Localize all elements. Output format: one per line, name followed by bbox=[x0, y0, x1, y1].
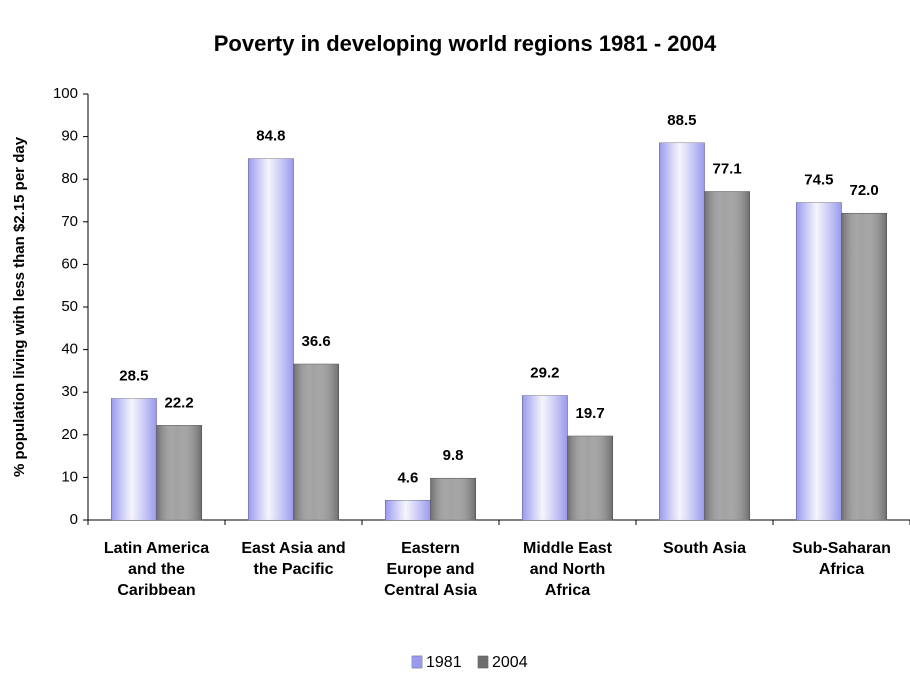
data-label: 9.8 bbox=[443, 447, 464, 464]
data-label: 77.1 bbox=[713, 161, 742, 178]
y-tick-label: 50 bbox=[61, 298, 78, 315]
data-label: 19.7 bbox=[576, 405, 605, 422]
x-tick-label: South Asia bbox=[663, 540, 746, 557]
bar bbox=[795, 202, 842, 521]
x-tick-label: Sub-Saharan Africa bbox=[792, 540, 891, 578]
data-label: 28.5 bbox=[119, 368, 148, 385]
legend-label: 1981 bbox=[426, 654, 462, 671]
y-tick-label: 70 bbox=[61, 213, 78, 230]
bar bbox=[704, 191, 751, 521]
bar bbox=[841, 212, 888, 521]
data-label: 22.2 bbox=[165, 394, 194, 411]
y-tick-label: 20 bbox=[61, 426, 78, 443]
y-tick-label: 80 bbox=[61, 170, 78, 187]
x-tick-label: Middle East and North Africa bbox=[523, 540, 612, 599]
chart-title: Poverty in developing world regions 1981… bbox=[214, 31, 717, 56]
y-tick-label: 30 bbox=[61, 383, 78, 400]
data-label: 84.8 bbox=[256, 128, 285, 145]
bar bbox=[293, 363, 340, 521]
bar bbox=[521, 395, 568, 521]
legend-label: 2004 bbox=[492, 654, 528, 671]
y-axis-title: % population living with less than $2.15… bbox=[11, 136, 28, 477]
data-label: 29.2 bbox=[530, 365, 559, 382]
data-label: 72.0 bbox=[850, 182, 879, 199]
x-tick-label: East Asia and the Pacific bbox=[241, 540, 346, 578]
bar bbox=[567, 435, 614, 521]
x-tick-label: Latin America and the Caribbean bbox=[103, 540, 210, 599]
data-label: 36.6 bbox=[302, 333, 331, 350]
bar bbox=[384, 500, 431, 521]
data-label: 74.5 bbox=[804, 172, 833, 189]
y-tick-label: 40 bbox=[61, 341, 78, 358]
y-tick-label: 60 bbox=[61, 255, 78, 272]
y-tick-label: 90 bbox=[61, 128, 78, 145]
bar bbox=[247, 158, 294, 521]
bar bbox=[110, 398, 157, 521]
bar bbox=[156, 425, 203, 521]
data-label: 88.5 bbox=[667, 112, 696, 129]
data-label: 4.6 bbox=[397, 469, 418, 486]
bar bbox=[430, 477, 477, 521]
y-tick-label: 10 bbox=[61, 468, 78, 485]
x-tick-label: Eastern Europe and Central Asia bbox=[384, 540, 477, 599]
y-tick-label: 0 bbox=[70, 511, 78, 528]
bar bbox=[658, 142, 705, 521]
y-tick-label: 100 bbox=[53, 85, 78, 102]
